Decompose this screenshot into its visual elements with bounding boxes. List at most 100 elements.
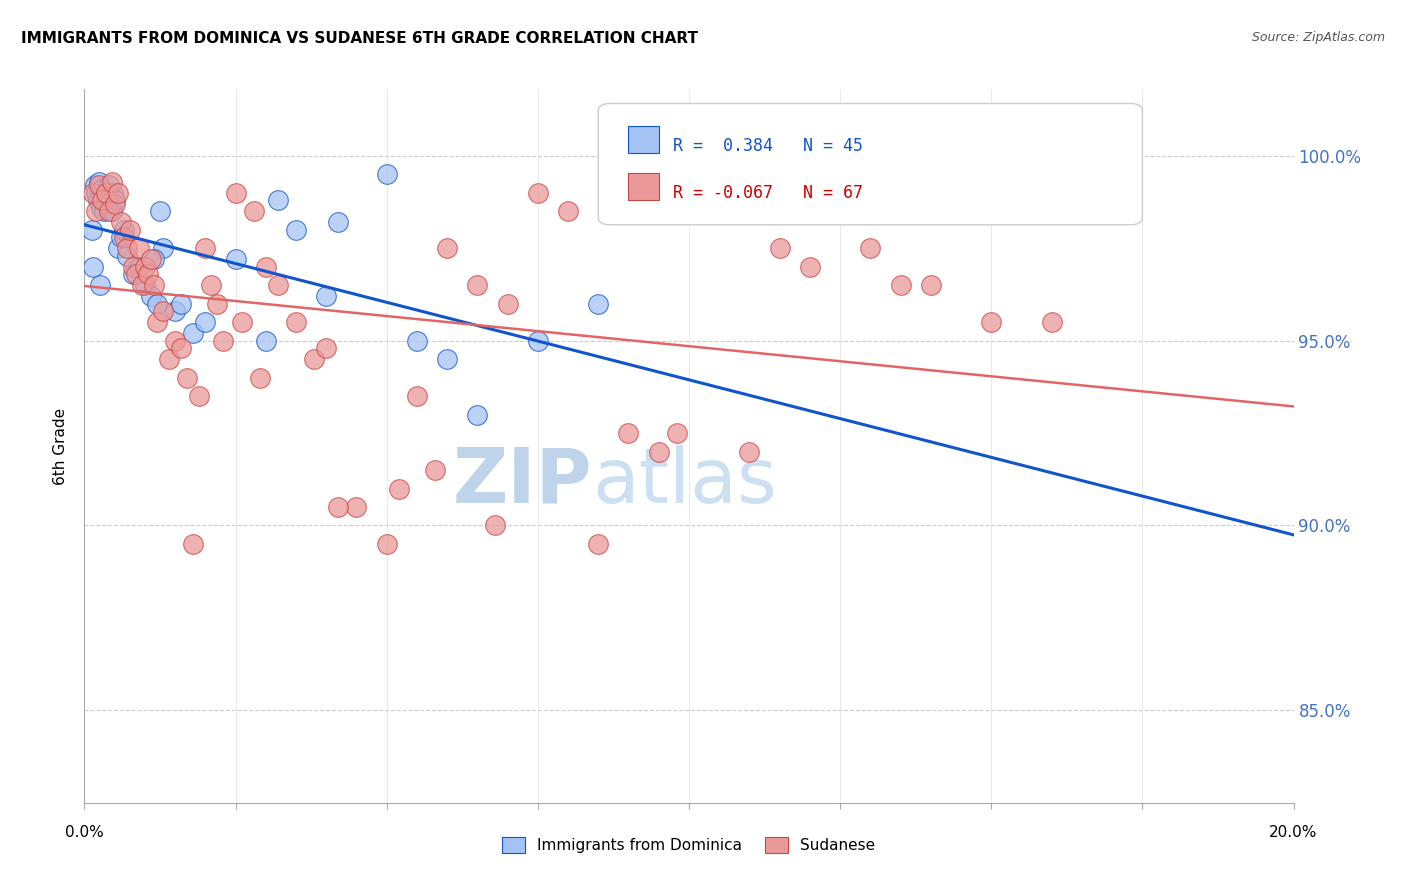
- Point: [89, 278, 111, 293]
- Point: [96, 196, 118, 211]
- Point: [738, 444, 761, 458]
- Point: [194, 315, 217, 329]
- Point: [315, 341, 337, 355]
- Point: [267, 278, 290, 293]
- Point: [98, 189, 121, 203]
- Text: R =  0.384   N = 45: R = 0.384 N = 45: [673, 137, 863, 155]
- Y-axis label: 6th Grade: 6th Grade: [53, 408, 69, 484]
- Point: [142, 252, 165, 267]
- Point: [104, 196, 127, 211]
- Point: [302, 352, 325, 367]
- Point: [84, 178, 107, 193]
- Point: [859, 241, 882, 255]
- Point: [267, 193, 290, 207]
- Point: [149, 204, 172, 219]
- Point: [100, 175, 122, 189]
- Point: [484, 518, 506, 533]
- Point: [176, 370, 198, 384]
- Point: [104, 193, 127, 207]
- Point: [346, 500, 368, 514]
- Point: [920, 278, 942, 293]
- Point: [110, 215, 132, 229]
- Point: [110, 230, 132, 244]
- Point: [90, 201, 112, 215]
- Point: [799, 260, 821, 274]
- Point: [1040, 315, 1063, 329]
- Point: [200, 278, 222, 293]
- Point: [112, 223, 135, 237]
- Point: [467, 278, 489, 293]
- Point: [100, 204, 122, 219]
- Point: [678, 186, 700, 200]
- Text: 0.0%: 0.0%: [65, 825, 104, 840]
- Text: 20.0%: 20.0%: [1270, 825, 1317, 840]
- Text: R = -0.067   N = 67: R = -0.067 N = 67: [673, 184, 863, 202]
- Point: [328, 500, 350, 514]
- Point: [617, 425, 640, 440]
- Point: [97, 178, 120, 193]
- Point: [152, 241, 174, 255]
- Point: [527, 334, 550, 348]
- Point: [648, 444, 671, 458]
- Point: [107, 186, 129, 200]
- Point: [165, 304, 187, 318]
- Point: [467, 408, 489, 422]
- Text: ZIP: ZIP: [453, 445, 592, 518]
- Point: [231, 315, 253, 329]
- Point: [94, 186, 117, 200]
- Point: [207, 296, 229, 310]
- Point: [254, 334, 277, 348]
- Point: [375, 537, 398, 551]
- Point: [406, 334, 429, 348]
- Point: [254, 260, 277, 274]
- Point: [128, 241, 150, 255]
- Point: [103, 186, 125, 200]
- Point: [406, 389, 429, 403]
- Point: [423, 463, 446, 477]
- Point: [107, 241, 129, 255]
- Point: [121, 260, 143, 274]
- Point: [86, 204, 108, 219]
- Point: [121, 267, 143, 281]
- Point: [665, 425, 688, 440]
- Point: [86, 193, 108, 207]
- Point: [152, 304, 174, 318]
- Point: [89, 175, 111, 189]
- Point: [890, 278, 912, 293]
- Point: [91, 193, 114, 207]
- Point: [194, 241, 217, 255]
- Point: [165, 334, 187, 348]
- Point: [557, 204, 579, 219]
- Point: [93, 204, 115, 219]
- Point: [388, 482, 411, 496]
- Point: [115, 249, 138, 263]
- Point: [242, 204, 264, 219]
- Point: [131, 278, 153, 293]
- Point: [139, 252, 162, 267]
- Point: [146, 296, 169, 310]
- Point: [285, 223, 308, 237]
- Text: atlas: atlas: [592, 445, 778, 518]
- Point: [285, 315, 308, 329]
- Point: [142, 278, 165, 293]
- Point: [212, 334, 235, 348]
- Point: [436, 352, 458, 367]
- Point: [181, 537, 204, 551]
- Point: [157, 352, 180, 367]
- Point: [188, 389, 211, 403]
- Point: [225, 186, 247, 200]
- Point: [249, 370, 271, 384]
- Point: [527, 186, 550, 200]
- Point: [375, 167, 398, 181]
- Point: [128, 260, 150, 274]
- Point: [125, 267, 148, 281]
- Point: [315, 289, 337, 303]
- Point: [134, 260, 156, 274]
- Point: [94, 186, 117, 200]
- Point: [82, 186, 104, 200]
- Point: [134, 278, 156, 293]
- Point: [769, 241, 792, 255]
- Point: [91, 182, 114, 196]
- Point: [436, 241, 458, 255]
- Point: [146, 315, 169, 329]
